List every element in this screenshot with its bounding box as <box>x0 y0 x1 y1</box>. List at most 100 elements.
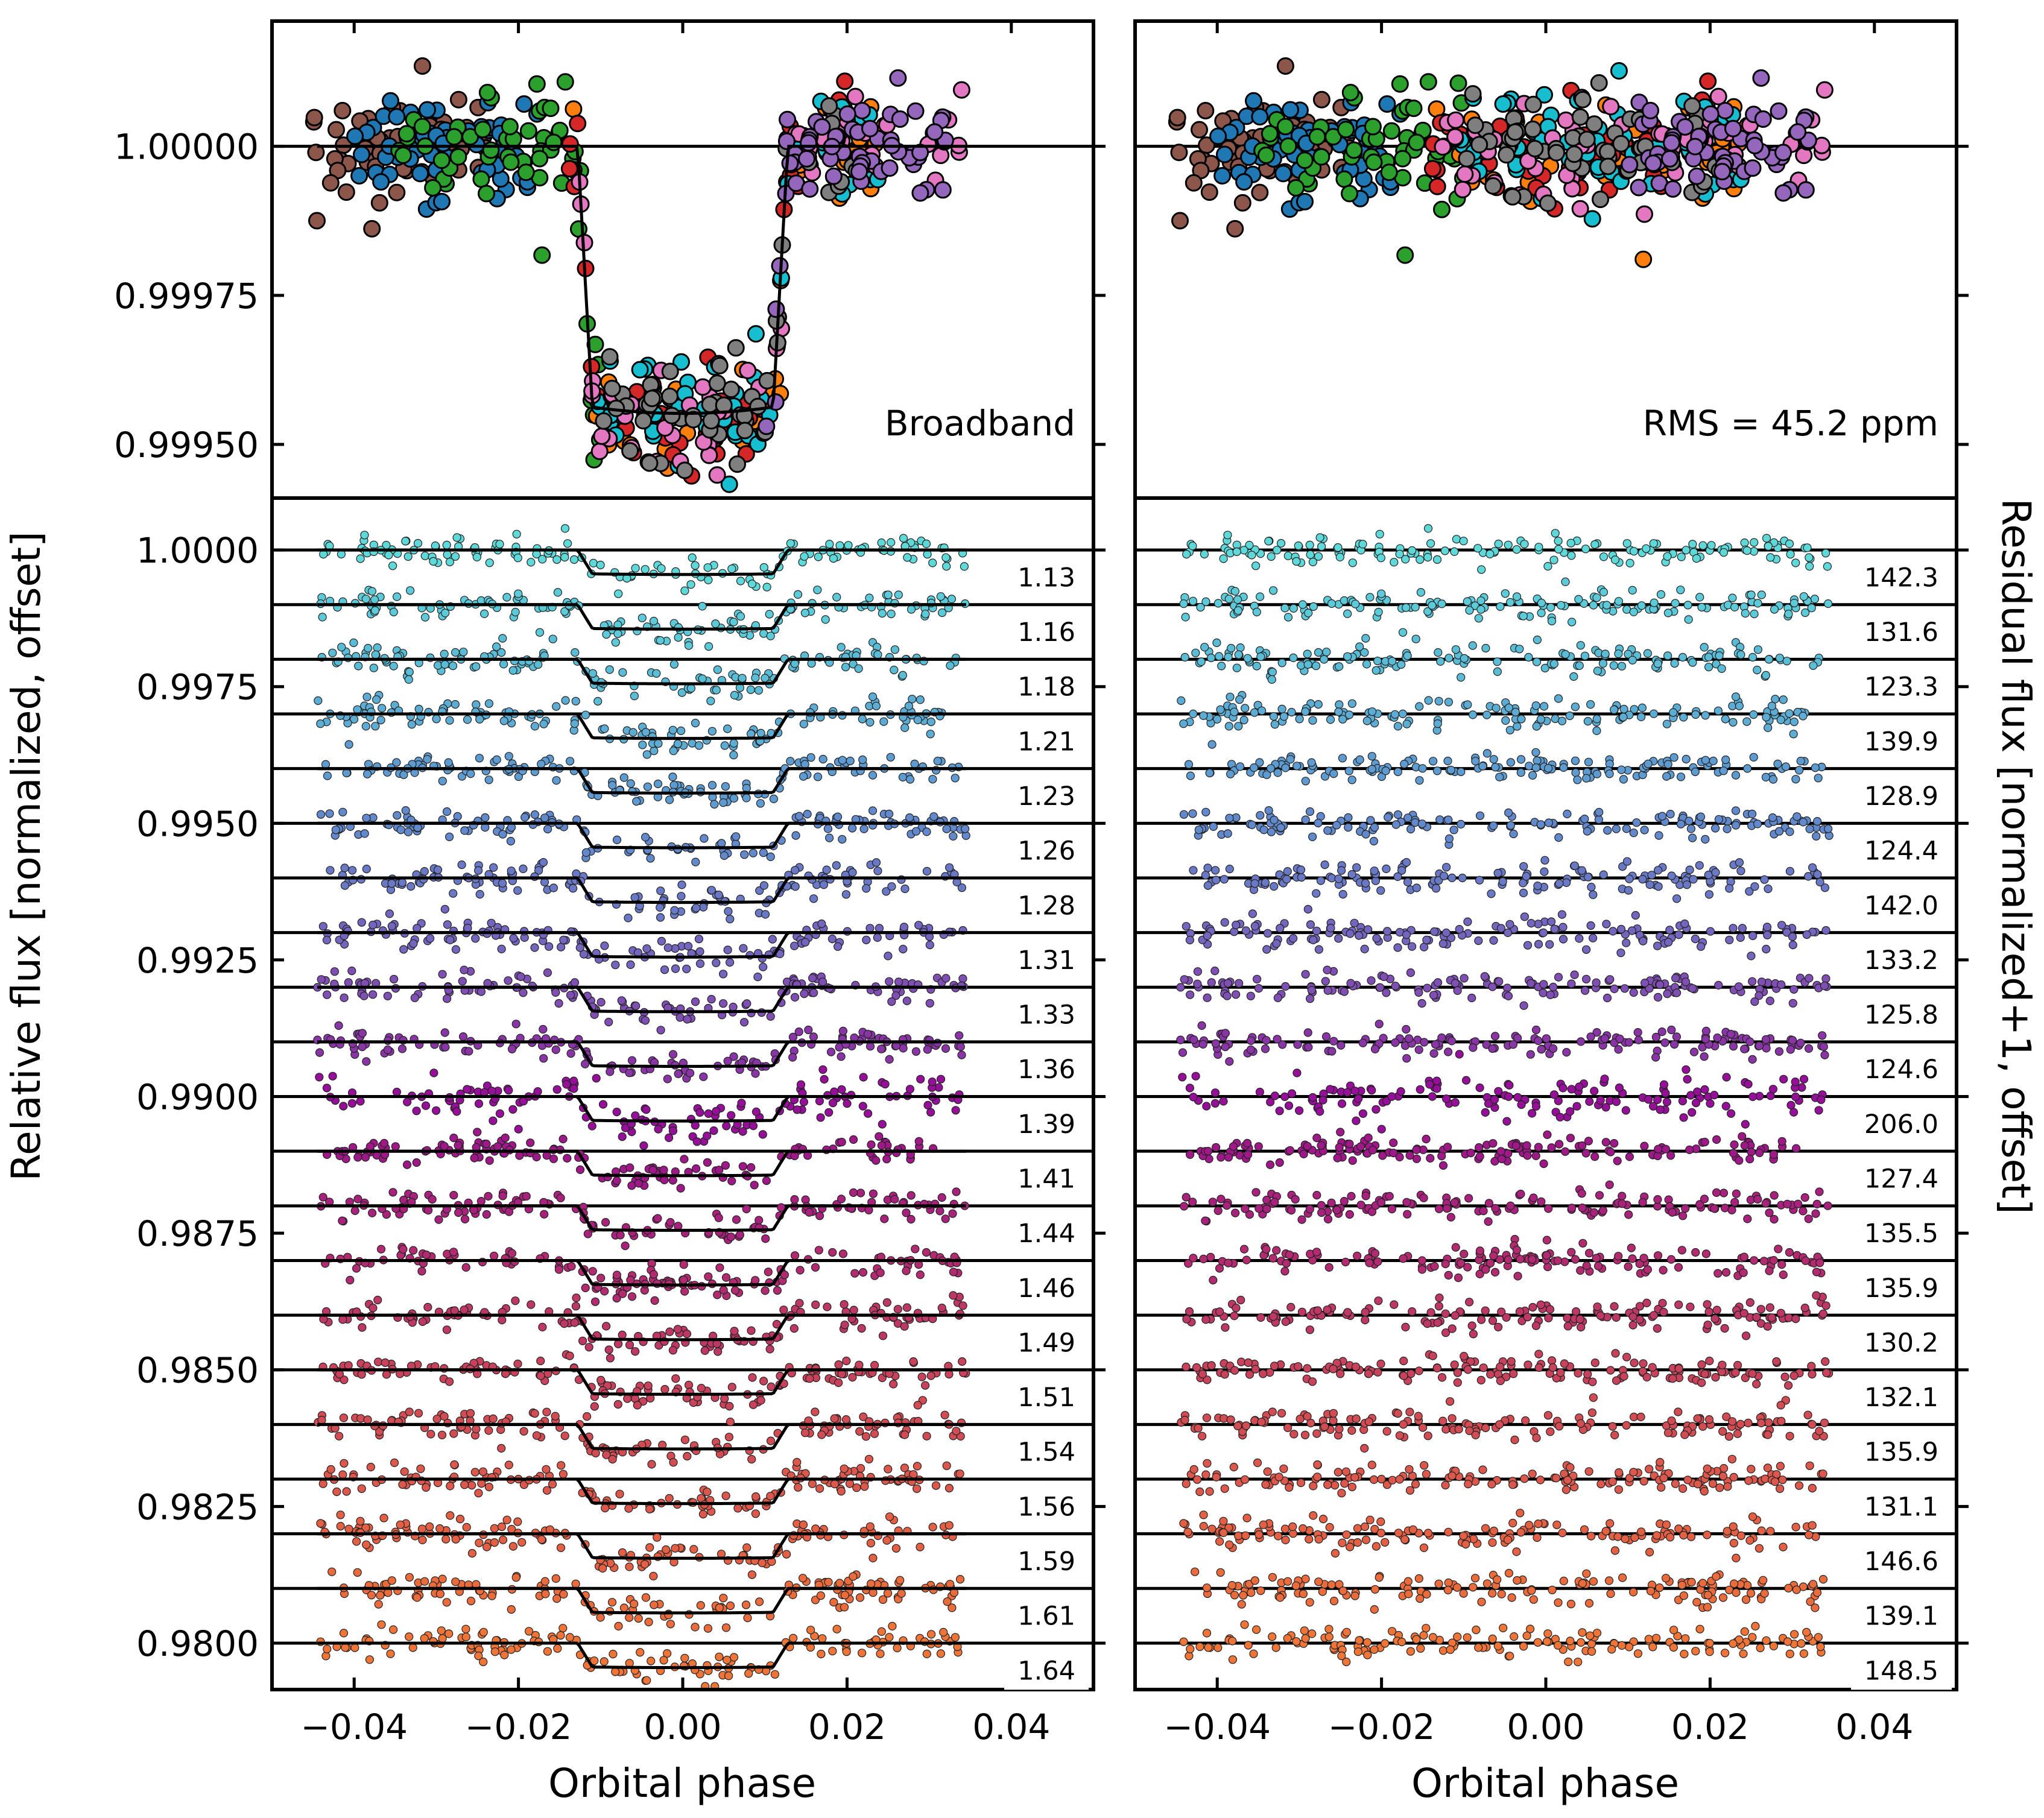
lightcurve-point <box>556 1631 565 1640</box>
residual-point <box>1764 723 1773 733</box>
lightcurve-point <box>928 1523 937 1532</box>
lightcurve-point <box>680 1435 690 1444</box>
lightcurve-point <box>727 564 736 573</box>
lightcurve-point <box>941 974 951 983</box>
lightcurve-point <box>381 1358 390 1367</box>
lightcurve-point <box>815 1096 824 1106</box>
residual-point <box>1539 194 1557 212</box>
residual-point <box>1637 712 1646 722</box>
lightcurve-point <box>438 1634 447 1643</box>
lightcurve-point <box>626 779 635 788</box>
residual-point <box>1614 649 1623 658</box>
residual-point <box>1716 102 1734 119</box>
lightcurve-point <box>618 1289 627 1298</box>
lightcurve-point <box>473 866 483 875</box>
residual-point <box>1213 599 1223 608</box>
lightcurve-point <box>766 1012 775 1021</box>
broadband-point <box>838 105 856 123</box>
lightcurve-point <box>478 1467 488 1476</box>
broadband-point <box>517 163 535 181</box>
lightcurve-point <box>315 1048 324 1057</box>
lightcurve-point <box>800 1428 810 1438</box>
residual-point <box>1312 90 1330 109</box>
lightcurve-point <box>694 935 704 944</box>
lightcurve-point <box>753 972 762 982</box>
residual-point <box>1741 608 1750 618</box>
lightcurve-point <box>663 1075 672 1084</box>
lightcurve-point <box>800 608 810 617</box>
lightcurve-point <box>840 1591 850 1600</box>
lightcurve-point <box>884 1465 893 1474</box>
lightcurve-point <box>441 1043 450 1052</box>
lightcurve-point <box>866 1539 876 1548</box>
residual-point <box>1707 541 1716 550</box>
lightcurve-point <box>788 1633 798 1643</box>
residual-point <box>1343 609 1352 619</box>
lightcurve-point <box>632 797 641 806</box>
lightcurve-point <box>876 1649 885 1658</box>
lightcurve-point <box>948 1209 957 1218</box>
lightcurve-point <box>342 1487 351 1496</box>
residual-point <box>1365 593 1375 602</box>
lightcurve-point <box>520 813 530 822</box>
lightcurve-point <box>627 1292 637 1301</box>
lightcurve-point <box>640 1560 650 1569</box>
lightcurve-point <box>668 772 677 781</box>
lightcurve-point <box>539 1054 548 1063</box>
lightcurve-point <box>613 629 622 639</box>
residual-point <box>1678 652 1688 662</box>
lightcurve-point <box>955 1469 964 1479</box>
lightcurve-point <box>958 1357 967 1366</box>
lightcurve-point <box>664 1133 674 1143</box>
lightcurve-point <box>397 1044 407 1053</box>
lightcurve-point <box>806 1626 815 1635</box>
lightcurve-point <box>684 641 694 650</box>
lightcurve-point <box>638 613 647 622</box>
lightcurve-point <box>464 1047 473 1056</box>
lightcurve-point <box>650 1296 659 1305</box>
lightcurve-point <box>487 918 496 927</box>
lightcurve-point <box>567 1262 576 1271</box>
lightcurve-point <box>739 944 748 953</box>
residual-point <box>1343 652 1352 661</box>
residual-point <box>1663 608 1672 617</box>
lightcurve-point <box>911 1047 921 1056</box>
residual-point <box>1403 651 1412 660</box>
lightcurve-point <box>665 1327 674 1336</box>
lightcurve-point <box>865 924 875 933</box>
residual-point <box>1767 701 1776 711</box>
lightcurve-point <box>951 1633 960 1642</box>
residual-point <box>1320 655 1329 664</box>
lightcurve-point <box>442 994 452 1003</box>
lightcurve-point <box>493 1142 502 1151</box>
lightcurve-point <box>631 564 640 573</box>
lightcurve-point <box>636 1648 645 1657</box>
lightcurve-point <box>709 1126 718 1135</box>
lightcurve-point <box>691 1164 701 1173</box>
lightcurve-point <box>318 1479 327 1488</box>
residual-point <box>1805 553 1814 562</box>
lightcurve-point <box>475 715 484 724</box>
lightcurve-point <box>942 562 951 571</box>
residual-point <box>1416 588 1425 597</box>
residual-point <box>1630 178 1648 197</box>
lightcurve-point <box>751 1509 761 1518</box>
lightcurve-point <box>378 704 387 713</box>
residual-point <box>1449 74 1467 92</box>
residual-point <box>1619 713 1628 722</box>
residual-point <box>1239 715 1248 725</box>
lightcurve-point <box>328 1072 337 1081</box>
residual-point <box>1515 645 1524 654</box>
lightcurve-point <box>560 1431 569 1441</box>
lightcurve-point <box>863 1029 873 1039</box>
lightcurve-point <box>409 1246 418 1255</box>
lightcurve-point <box>362 692 372 701</box>
residual-point <box>1303 660 1312 669</box>
lightcurve-point <box>668 1050 678 1059</box>
lightcurve-point <box>725 958 735 967</box>
lightcurve-point <box>353 1153 362 1162</box>
residual-point <box>1380 163 1398 181</box>
lightcurve-point <box>527 1300 536 1309</box>
lightcurve-point <box>888 1621 897 1630</box>
residual-point <box>1713 706 1723 715</box>
